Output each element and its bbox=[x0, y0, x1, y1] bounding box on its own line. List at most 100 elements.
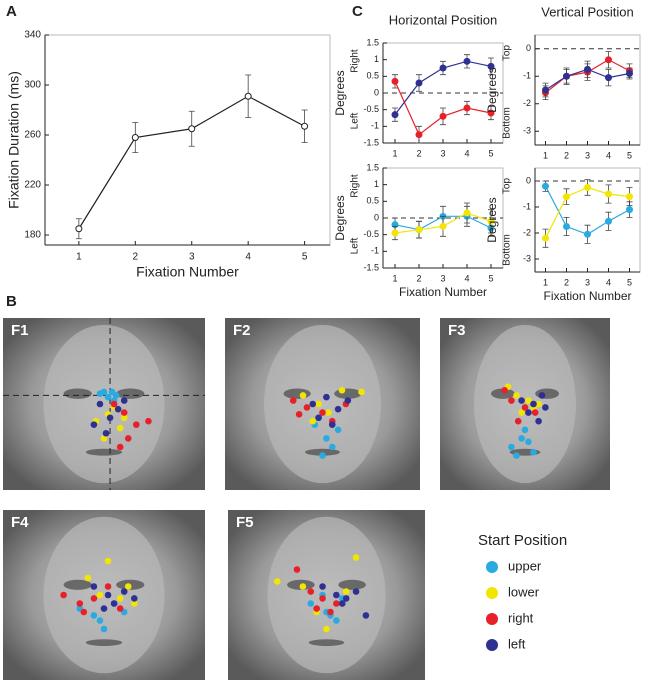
y-tick-label: -0.5 bbox=[363, 229, 379, 239]
face-shape bbox=[264, 324, 381, 484]
legend-swatch bbox=[486, 587, 498, 599]
fixation-point bbox=[538, 392, 546, 399]
y-axis-label: Fixation Duration (ms) bbox=[6, 71, 22, 209]
face-eye bbox=[63, 388, 92, 399]
fixation-point bbox=[76, 600, 84, 607]
fixation-point bbox=[131, 600, 138, 607]
fixation-point bbox=[303, 404, 311, 411]
y-tick-label: 1.5 bbox=[366, 37, 379, 47]
face-eye bbox=[491, 388, 515, 399]
fixation-point bbox=[307, 600, 315, 607]
legend-swatch bbox=[486, 613, 498, 625]
fixation-point bbox=[333, 617, 340, 624]
fixation-point bbox=[342, 595, 350, 602]
x-tick-label: 1 bbox=[543, 277, 548, 287]
face-shape bbox=[267, 516, 386, 674]
axis-annotation: Bottom bbox=[502, 234, 513, 266]
data-point bbox=[584, 184, 591, 191]
fixation-point bbox=[120, 414, 128, 422]
legend-title: Start Position bbox=[478, 532, 567, 549]
fixation-point bbox=[104, 557, 112, 565]
legend-label: left bbox=[508, 636, 526, 651]
face-mouth bbox=[308, 639, 345, 646]
fixation-point bbox=[535, 417, 542, 425]
fixation-point bbox=[133, 421, 140, 428]
data-point bbox=[626, 206, 633, 214]
fixation-point bbox=[289, 397, 297, 404]
fixation-point bbox=[100, 605, 108, 612]
face-eye bbox=[116, 388, 145, 399]
fixation-point bbox=[518, 435, 525, 442]
face-mouth bbox=[85, 448, 123, 456]
fixation-point bbox=[334, 405, 342, 413]
x-tick-label: 1 bbox=[392, 148, 397, 158]
fixation-point bbox=[521, 404, 529, 411]
fixation-point bbox=[542, 404, 549, 411]
chart-title: Vertical Position bbox=[541, 4, 634, 19]
data-point bbox=[605, 74, 612, 82]
fixation-point bbox=[309, 417, 317, 425]
plot-frame bbox=[534, 34, 641, 146]
x-axis-label: Fixation Number bbox=[543, 289, 631, 303]
fixation-point bbox=[513, 452, 520, 459]
data-point bbox=[188, 125, 196, 133]
y-tick-label: 0 bbox=[374, 87, 379, 97]
data-point bbox=[415, 131, 423, 139]
fixation-point bbox=[319, 595, 326, 602]
panel-label: C bbox=[352, 3, 363, 20]
y-tick-label: 300 bbox=[24, 80, 41, 91]
fixation-point bbox=[518, 409, 525, 416]
fixation-point bbox=[535, 400, 542, 408]
fixation-point bbox=[352, 588, 360, 595]
data-point bbox=[244, 92, 252, 100]
data-point bbox=[584, 230, 591, 238]
y-tick-label: -1 bbox=[371, 121, 379, 131]
data-point bbox=[487, 62, 495, 70]
data-point bbox=[487, 109, 495, 117]
fixation-point bbox=[96, 390, 104, 397]
x-tick-label: 3 bbox=[189, 252, 195, 263]
fixation-point bbox=[530, 448, 537, 456]
face-shape bbox=[43, 324, 165, 484]
x-tick-label: 5 bbox=[627, 150, 632, 160]
axis-annotation: Top bbox=[502, 178, 513, 195]
fixation-point bbox=[299, 392, 307, 399]
fixation-point bbox=[315, 414, 322, 422]
data-point bbox=[542, 86, 549, 94]
fixation-point bbox=[110, 600, 118, 607]
fixation-point bbox=[96, 400, 104, 408]
y-axis-label: Degrees bbox=[485, 197, 499, 242]
data-point bbox=[542, 182, 549, 190]
fixation-point bbox=[104, 583, 112, 590]
face-eye bbox=[283, 388, 311, 399]
legend-label: lower bbox=[508, 584, 540, 599]
fixation-point bbox=[90, 583, 98, 590]
data-point bbox=[415, 226, 423, 234]
panel-title: F1 bbox=[11, 322, 29, 339]
fixation-point bbox=[513, 392, 520, 399]
fixation-point bbox=[90, 595, 98, 602]
fixation-point bbox=[521, 426, 529, 434]
x-tick-label: 3 bbox=[585, 277, 590, 287]
fixation-point bbox=[525, 409, 532, 416]
y-axis-label: Degrees bbox=[333, 70, 347, 115]
data-point bbox=[626, 70, 633, 77]
fixation-point bbox=[333, 600, 340, 607]
y-tick-label: -1 bbox=[523, 201, 531, 211]
face-eye bbox=[63, 579, 92, 590]
y-tick-label: -0.5 bbox=[363, 104, 379, 114]
fixation-point bbox=[106, 414, 114, 422]
y-tick-label: -2 bbox=[523, 227, 531, 237]
y-tick-label: 220 bbox=[24, 180, 41, 191]
x-tick-label: 1 bbox=[392, 273, 397, 283]
fixation-point bbox=[319, 409, 326, 416]
data-point bbox=[463, 104, 471, 112]
y-tick-label: -1 bbox=[371, 246, 379, 256]
fixation-point bbox=[116, 443, 124, 451]
x-tick-label: 5 bbox=[627, 277, 632, 287]
data-point bbox=[605, 217, 612, 225]
x-tick-label: 5 bbox=[488, 273, 493, 283]
fixation-point bbox=[307, 588, 315, 595]
axis-annotation: Top bbox=[502, 45, 513, 62]
fixation-point bbox=[501, 386, 508, 394]
